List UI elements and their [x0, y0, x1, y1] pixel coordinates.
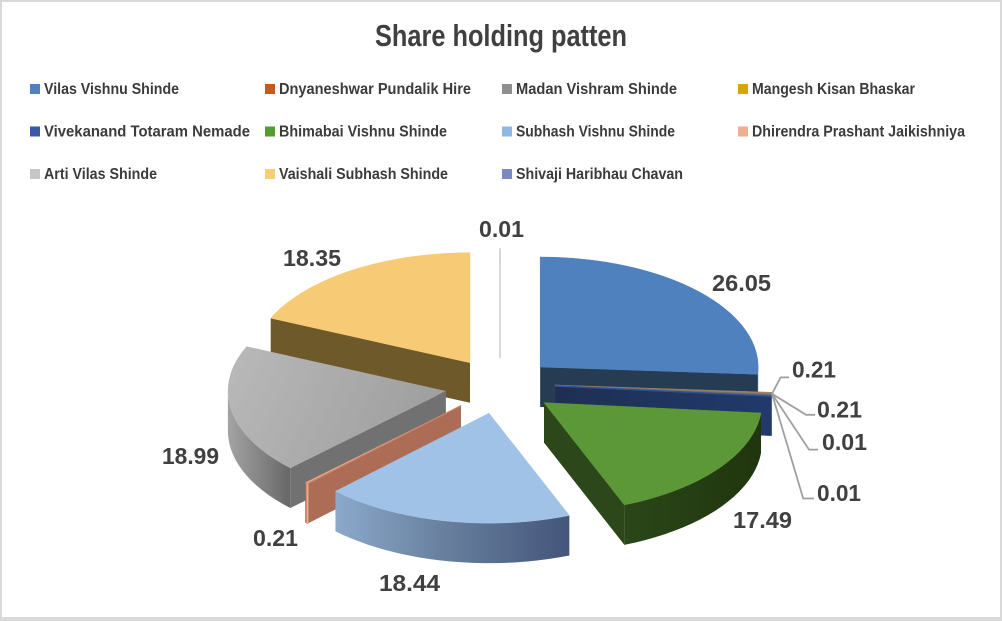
svg-text:0.21: 0.21 [792, 357, 836, 383]
svg-text:Vivekanand Totaram Nemade: Vivekanand Totaram Nemade [44, 124, 250, 141]
svg-text:18.99: 18.99 [162, 443, 219, 469]
svg-text:Vaishali Subhash Shinde: Vaishali Subhash Shinde [279, 166, 448, 183]
svg-text:Dnyaneshwar Pundalik Hire: Dnyaneshwar Pundalik Hire [279, 81, 471, 98]
svg-text:0.01: 0.01 [822, 429, 867, 455]
svg-text:Bhimabai Vishnu Shinde: Bhimabai Vishnu Shinde [279, 124, 447, 141]
svg-text:Madan Vishram Shinde: Madan Vishram Shinde [516, 81, 677, 98]
svg-text:18.35: 18.35 [283, 245, 341, 271]
svg-text:Shivaji Haribhau Chavan: Shivaji Haribhau Chavan [516, 166, 683, 183]
svg-text:26.05: 26.05 [712, 270, 771, 296]
svg-text:Arti Vilas Shinde: Arti Vilas Shinde [44, 166, 157, 183]
svg-text:Dhirendra Prashant Jaikishniya: Dhirendra Prashant Jaikishniya [752, 124, 965, 141]
svg-text:17.49: 17.49 [733, 507, 792, 533]
svg-text:Share holding patten: Share holding patten [375, 18, 627, 53]
svg-text:Mangesh Kisan Bhaskar: Mangesh Kisan Bhaskar [752, 81, 915, 98]
svg-text:18.44: 18.44 [379, 570, 440, 596]
svg-text:0.21: 0.21 [817, 397, 862, 423]
svg-text:0.01: 0.01 [479, 216, 524, 242]
svg-text:Vilas Vishnu Shinde: Vilas Vishnu Shinde [44, 81, 179, 98]
svg-text:Subhash Vishnu Shinde: Subhash Vishnu Shinde [516, 124, 675, 141]
svg-text:0.01: 0.01 [817, 480, 861, 506]
svg-text:0.21: 0.21 [253, 525, 298, 551]
